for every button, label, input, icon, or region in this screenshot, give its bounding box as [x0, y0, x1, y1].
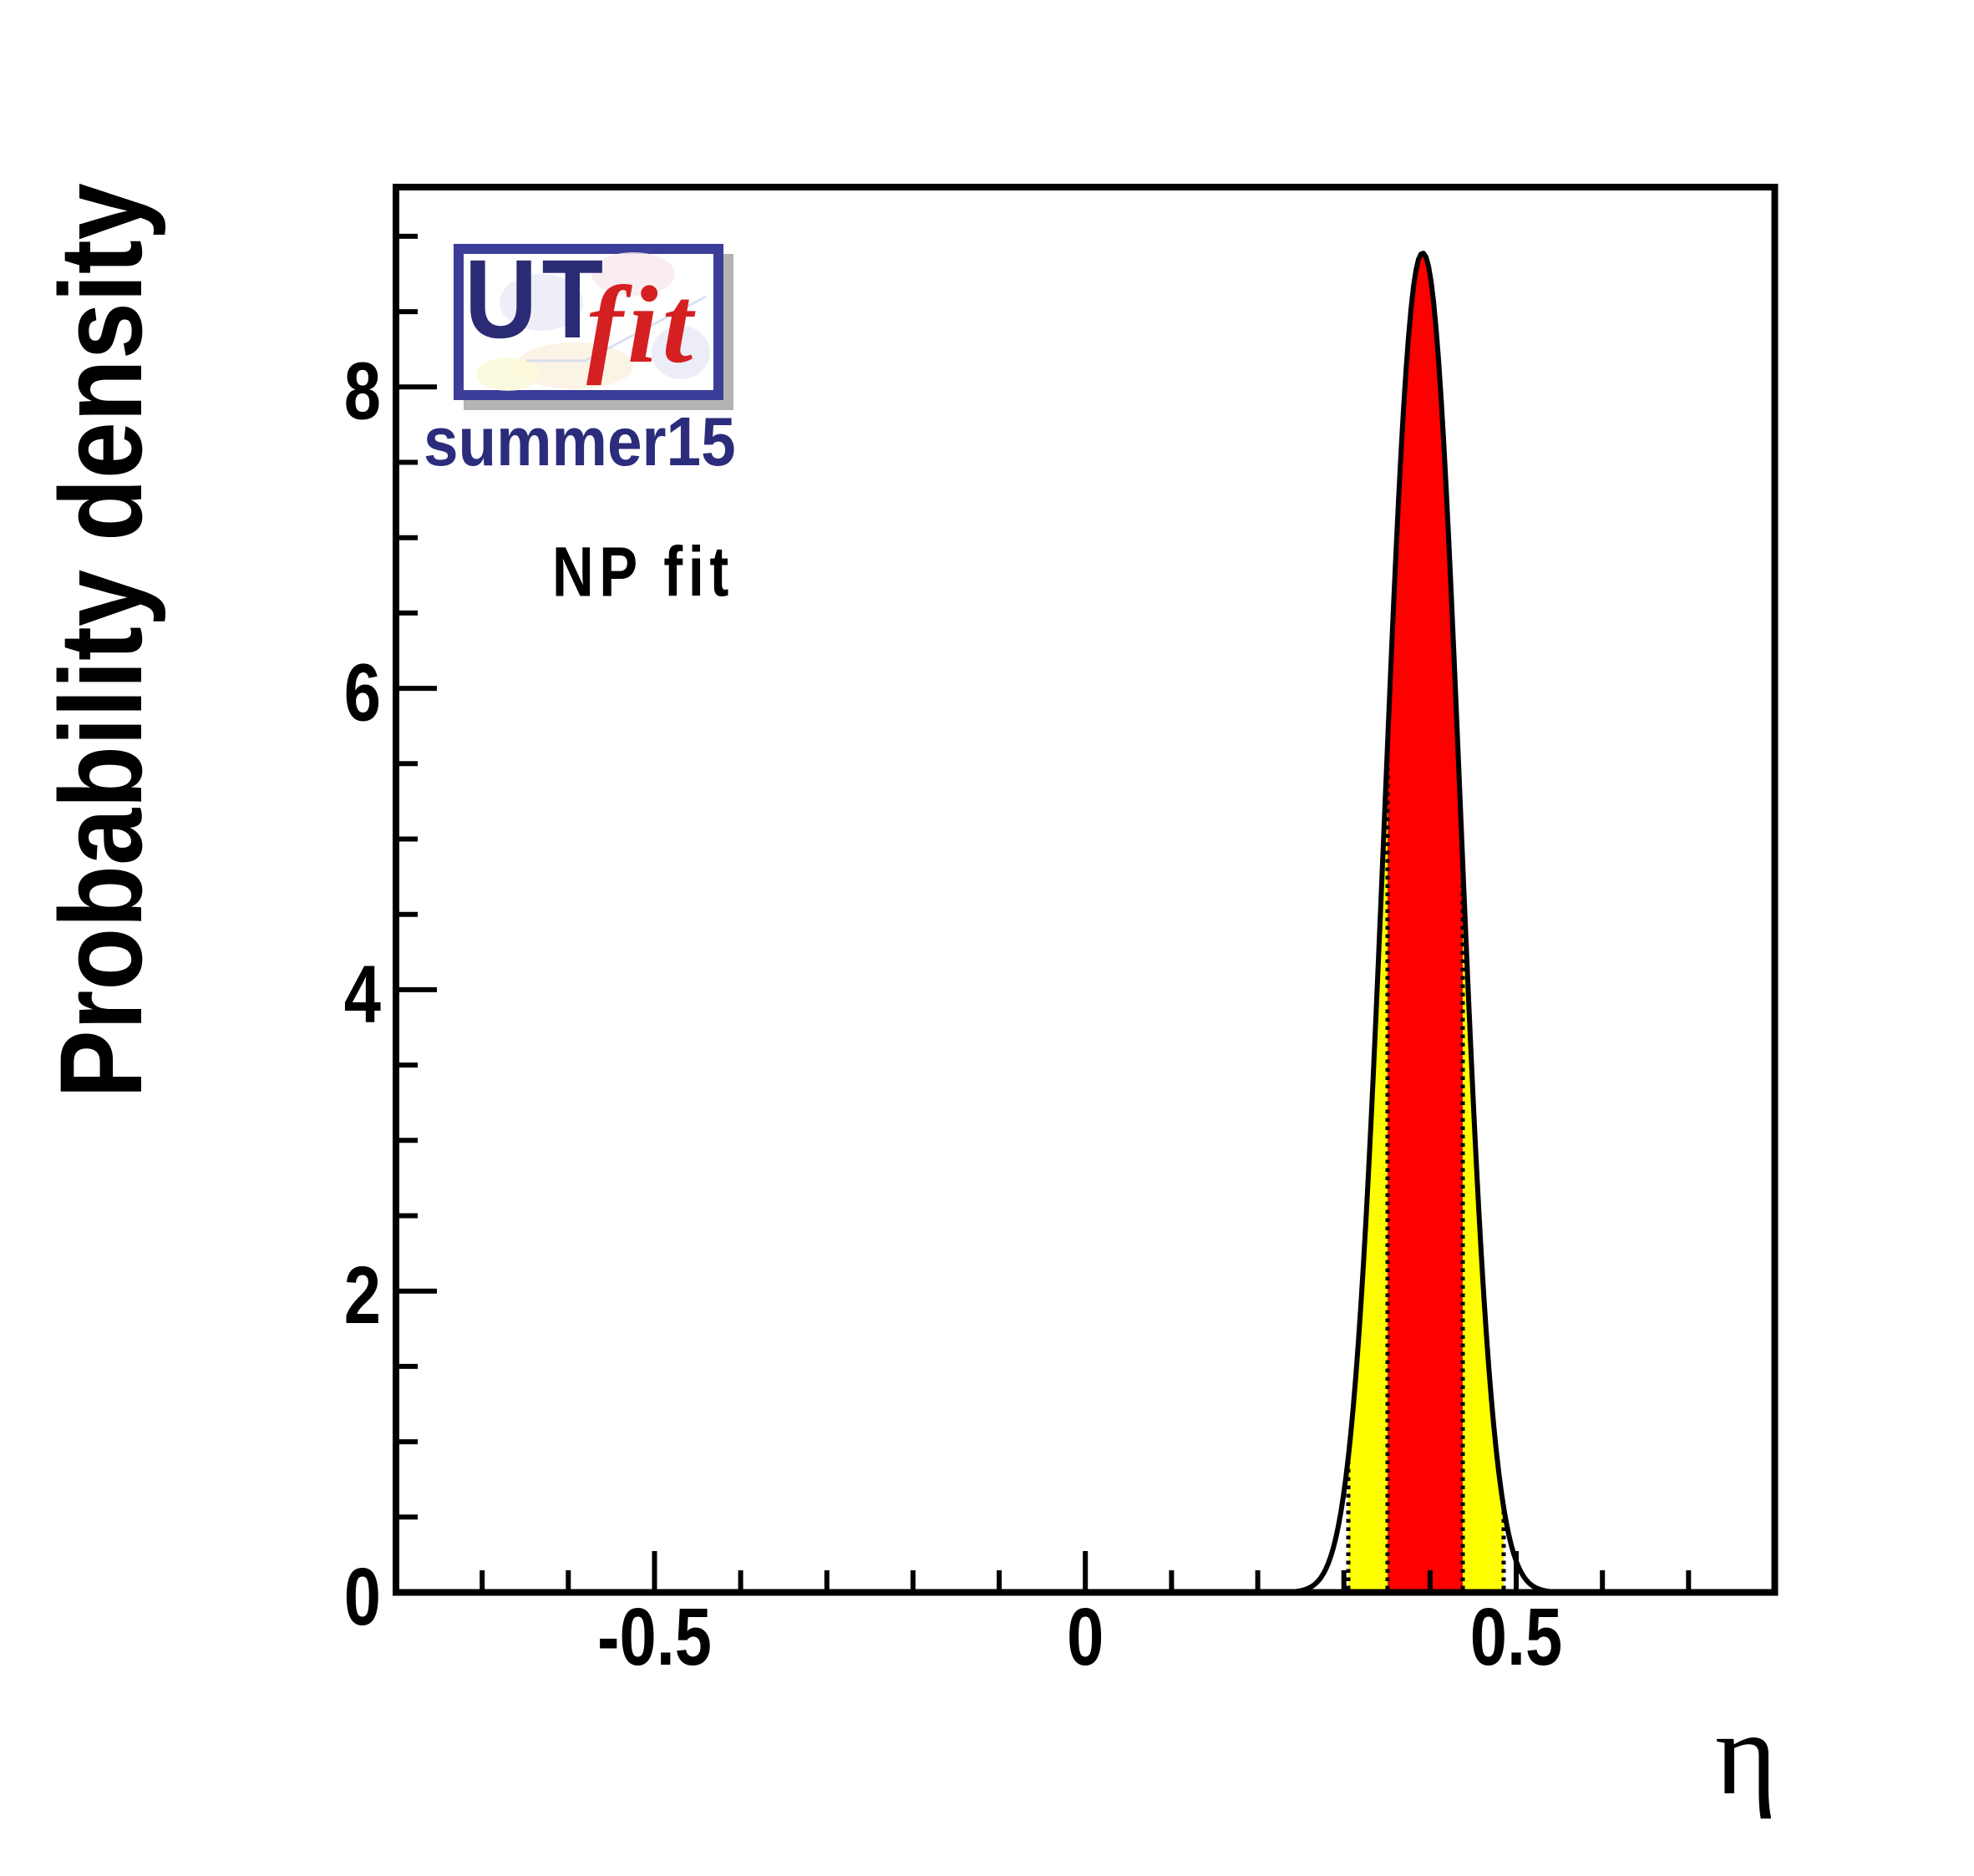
- svg-text:0: 0: [1067, 1592, 1104, 1682]
- svg-text:fit: fit: [586, 263, 697, 386]
- svg-text:UT: UT: [464, 237, 608, 362]
- svg-text:Probability density: Probability density: [35, 183, 165, 1098]
- svg-text:2: 2: [344, 1250, 381, 1341]
- svg-text:4: 4: [344, 949, 381, 1039]
- svg-text:8: 8: [344, 346, 381, 436]
- svg-text:-0.5: -0.5: [597, 1592, 712, 1682]
- svg-text:summer15: summer15: [424, 403, 736, 480]
- svg-text:0: 0: [344, 1551, 381, 1641]
- svg-text:0.5: 0.5: [1470, 1592, 1563, 1682]
- svg-text:NP fit: NP fit: [552, 533, 734, 611]
- svg-text:6: 6: [344, 647, 381, 738]
- svg-text:η: η: [1715, 1687, 1777, 1819]
